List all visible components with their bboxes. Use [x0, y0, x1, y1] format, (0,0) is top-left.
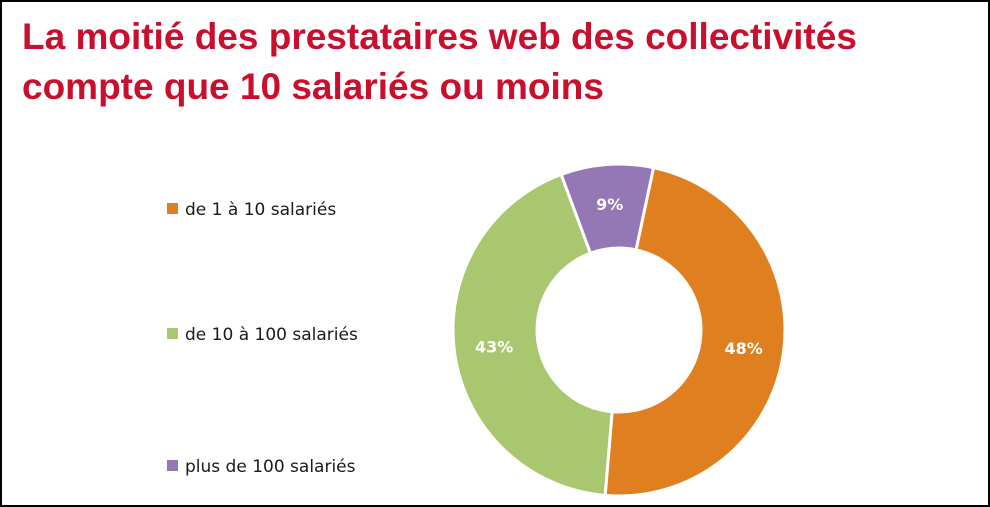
legend-label-10-100: de 10 à 100 salariés — [185, 325, 358, 345]
legend-swatch-1-10 — [167, 203, 178, 214]
data-label-100-plus: 9% — [596, 195, 623, 214]
donut-slice-1-10 — [603, 165, 787, 498]
legend-swatch-10-100 — [167, 328, 178, 339]
legend-item-10-100: de 10 à 100 salariés — [167, 325, 358, 345]
legend-label-1-10: de 1 à 10 salariés — [185, 200, 337, 220]
chart-title-line-2: compte que 10 salariés ou moins — [22, 66, 604, 107]
donut-slice-100-plus — [559, 162, 656, 256]
legend-swatch-100-plus — [167, 460, 178, 471]
donut-slice-10-100 — [451, 172, 614, 498]
legend-item-1-10: de 1 à 10 salariés — [167, 200, 336, 220]
data-label-10-100: 43% — [475, 338, 513, 357]
chart-title: La moitié des prestataires web des colle… — [22, 12, 972, 112]
chart-title-line-1: La moitié des prestataires web des colle… — [22, 16, 857, 57]
data-label-1-10: 48% — [724, 339, 762, 358]
legend-label-100-plus: plus de 100 salariés — [185, 457, 356, 477]
legend-item-100-plus: plus de 100 salariés — [167, 457, 356, 477]
